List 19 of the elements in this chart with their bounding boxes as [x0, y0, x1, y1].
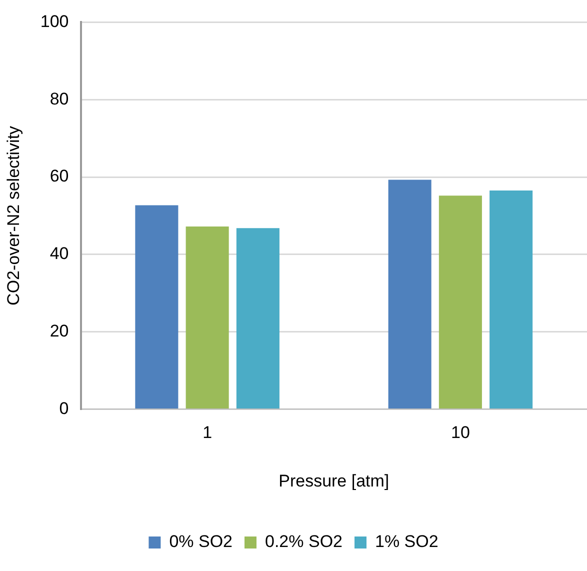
bar [236, 228, 280, 408]
bar [438, 196, 482, 408]
y-tick-label: 0 [59, 398, 69, 418]
legend-label: 0.2% SO2 [265, 532, 343, 552]
y-tick-label: 60 [50, 166, 69, 186]
bar [388, 180, 432, 408]
y-axis-title: CO2-over-N2 selectivity [4, 125, 23, 306]
x-tick-label: 10 [450, 423, 470, 442]
x-axis-title: Pressure [atm] [278, 471, 390, 490]
legend-label: 0% SO2 [169, 532, 233, 552]
bar [186, 226, 229, 408]
bar [135, 205, 178, 408]
y-tick-label: 20 [50, 321, 69, 340]
x-tick-label: 1 [202, 423, 212, 442]
y-tick-label: 100 [40, 12, 69, 31]
legend-label: 1% SO2 [374, 532, 438, 552]
bar [490, 190, 533, 408]
y-tick-label: 80 [50, 89, 69, 108]
y-tick-label: 40 [50, 244, 69, 264]
